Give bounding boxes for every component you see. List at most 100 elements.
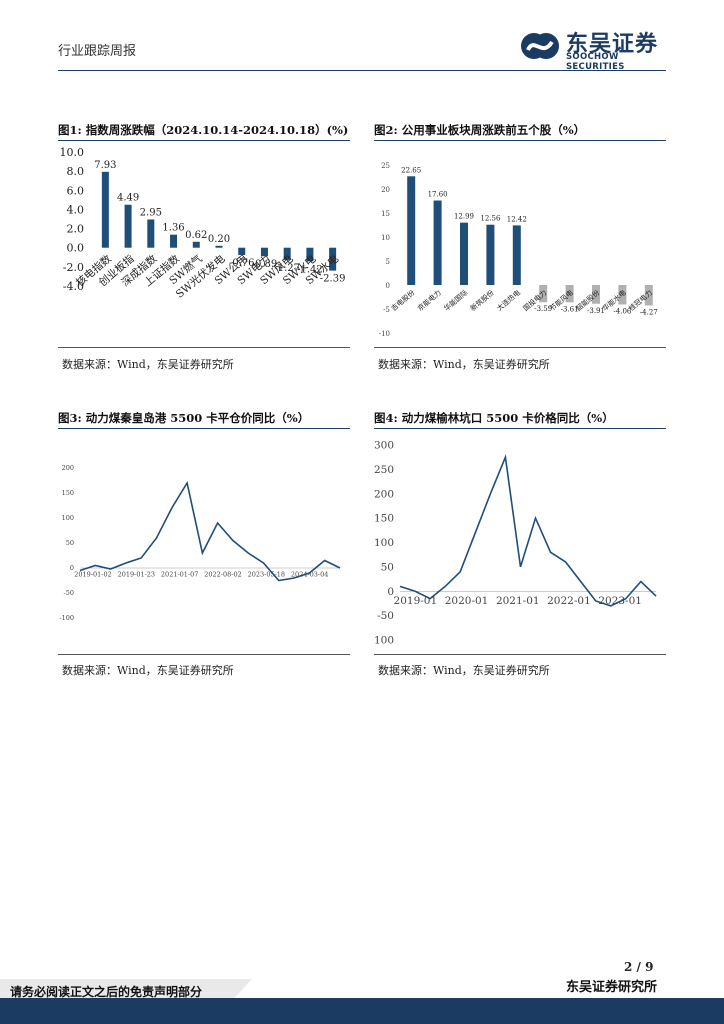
bar [215, 245, 223, 248]
bar [433, 200, 442, 285]
x-tick-label: 2019-01-02 [74, 571, 111, 579]
data-label: -3.91 [587, 307, 605, 315]
category-label: 吉电股份 [389, 288, 416, 313]
bar [170, 234, 178, 248]
data-label: -0.76 [229, 258, 255, 269]
bar [618, 285, 627, 305]
x-tick-label: 2023-05-18 [248, 571, 285, 579]
data-label: -0.89 [252, 259, 278, 270]
y-tick-label: 200 [374, 488, 394, 500]
logo-en-text: SOOCHOW SECURITIES [566, 52, 625, 72]
y-tick-label: 0 [386, 282, 390, 290]
y-tick-label: -100 [59, 614, 74, 622]
header-rule [58, 70, 666, 71]
x-tick-label: 2019-01 [394, 595, 438, 607]
data-label: -4.06 [613, 307, 631, 315]
y-tick-label: 300 [374, 440, 394, 452]
data-label: -4.27 [640, 308, 658, 316]
data-label: 4.49 [117, 193, 139, 204]
disclaimer-text: 请务必阅读正文之后的免责声明部分 [10, 985, 203, 999]
data-label: -3.61 [561, 305, 579, 313]
y-tick-label: 25 [381, 162, 390, 170]
figure-2-title: 图2: 公用事业板块周涨跌前五个股（%） [374, 123, 586, 137]
figure-2-chart: 25 20 15 10 5 0 -5 -10 22.65 吉电股份 17.60 京能电力 12.99 华能… [379, 162, 658, 338]
figure-4-chart: 300 250 200 150 100 50 0 -50 -100 2019-01 2020-01 2… [374, 440, 657, 647]
bar [283, 247, 291, 260]
bar [124, 204, 132, 248]
figure-1-source: 数据来源：Wind，东吴证券研究所 [62, 358, 234, 371]
bar [644, 285, 653, 306]
y-tick-label: -10 [379, 330, 390, 338]
y-tick-label: 15 [381, 210, 390, 218]
figure-3-source: 数据来源：Wind，东吴证券研究所 [62, 664, 234, 677]
y-tick-label: 20 [381, 186, 390, 194]
y-tick-label: 250 [374, 464, 394, 476]
bar [306, 247, 314, 262]
figure-2-bottom-rule [374, 347, 666, 348]
y-tick-label: 6.0 [67, 184, 85, 197]
y-tick-label: 2.0 [67, 223, 85, 236]
page-number: 2 / 9 [624, 960, 654, 974]
data-label: 2.95 [140, 207, 162, 218]
footer-bar [0, 998, 724, 1024]
bar [260, 247, 268, 257]
series-line [399, 454, 657, 607]
y-tick-label: 100 [62, 514, 74, 522]
figure-2-top-rule [374, 140, 666, 141]
y-tick-label: 10 [381, 234, 390, 242]
bar [539, 285, 548, 303]
report-type: 行业跟踪周报 [58, 44, 137, 59]
bar [238, 247, 246, 255]
data-label: -1.42 [297, 264, 323, 275]
y-tick-label: 8.0 [67, 165, 85, 178]
y-tick-label: 0.0 [67, 242, 85, 255]
data-label: 1.36 [162, 223, 184, 234]
figure-2-source: 数据来源：Wind，东吴证券研究所 [378, 358, 550, 371]
y-tick-label: 0 [70, 564, 74, 572]
x-tick-label: 2021-01 [496, 595, 540, 607]
y-tick-label: 5 [386, 258, 390, 266]
bar [512, 225, 521, 285]
bar [147, 219, 155, 248]
y-tick-label: 50 [381, 561, 394, 573]
category-label: 华能国际 [442, 288, 469, 313]
brand-logo: 东吴证券 SOOCHOW SECURITIES [520, 26, 680, 72]
data-label: 12.42 [507, 215, 527, 223]
data-label: 0.20 [208, 234, 230, 245]
bar [329, 247, 337, 271]
disclaimer-badge [0, 979, 252, 1001]
y-tick-label: -2.0 [63, 261, 84, 274]
y-tick-label: 0 [387, 586, 394, 598]
x-tick-label: 2024-03-04 [291, 571, 328, 579]
figure-4-top-rule [374, 428, 666, 429]
y-tick-label: 200 [62, 464, 74, 472]
series-line [79, 480, 341, 582]
data-label: 22.65 [401, 166, 421, 174]
figure-4-title: 图4: 动力煤榆林坑口 5500 卡价格同比（%） [374, 411, 614, 425]
bar [407, 176, 416, 285]
data-label: 12.56 [480, 215, 501, 223]
y-tick-label: -100 [374, 635, 394, 647]
data-label: 17.60 [428, 191, 448, 199]
y-tick-label: 10.0 [60, 146, 85, 159]
y-tick-label: 50 [66, 539, 74, 547]
x-tick-label: 2022-01 [547, 595, 591, 607]
data-label: 12.99 [454, 213, 474, 221]
y-tick-label: 150 [62, 489, 74, 497]
figure-1-bottom-rule [58, 347, 350, 348]
footer-institute: 东吴证券研究所 [566, 980, 658, 995]
data-label: -2.39 [320, 274, 346, 285]
y-tick-label: 4.0 [67, 203, 85, 216]
figure-3-title: 图3: 动力煤秦皇岛港 5500 卡平仓价同比（%） [58, 411, 310, 425]
x-tick-label: 2022-08-02 [204, 571, 241, 579]
figure-1-chart: 10.08.06.04.02.00.0-2.0-4.07.93核电指数4.49创… [60, 146, 346, 301]
bar [101, 171, 109, 248]
figure-3-chart: 200 150 100 50 0 -50 -100 2019-01-02 2019-01-23 2… [59, 464, 341, 622]
figure-1-title: 图1: 指数周涨跌幅（2024.10.14-2024.10.18）(%) [58, 123, 349, 137]
figure-3-top-rule [58, 428, 350, 429]
y-tick-label: -4.0 [63, 280, 84, 293]
figure-4-source: 数据来源：Wind，东吴证券研究所 [378, 664, 550, 677]
data-label: -1.27 [274, 263, 300, 274]
x-tick-label: 2021-01-07 [161, 571, 198, 579]
y-tick-label: 100 [374, 537, 394, 549]
